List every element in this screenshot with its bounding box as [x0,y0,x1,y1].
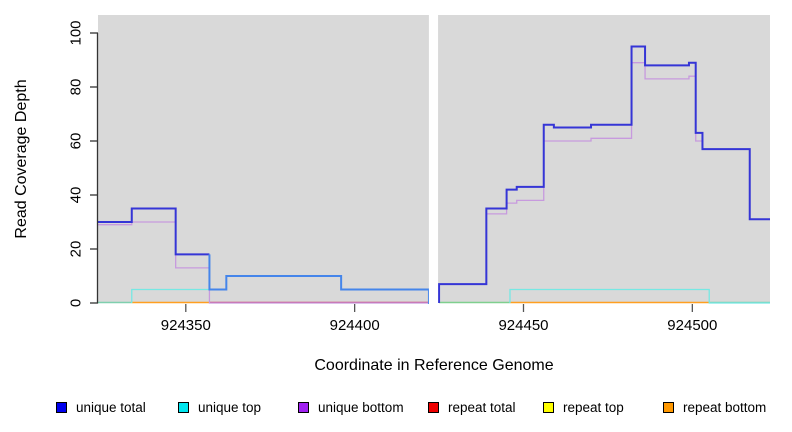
legend-label: unique total [76,399,146,415]
legend-swatch [428,401,439,413]
legend-label: repeat bottom [683,399,767,415]
y-tick-label: 100 [67,20,85,46]
chart-legend: unique total unique top unique bottom repea… [0,398,792,420]
x-tick-label: 924450 [498,317,549,334]
legend-swatch [178,401,189,413]
legend-label: repeat top [563,399,624,415]
y-axis-title: Read Coverage Depth [13,79,30,239]
y-tick-label: 80 [67,78,85,96]
y-tick-label: 40 [67,186,85,204]
legend-item-repeat-top: repeat top [543,398,624,416]
legend-swatch [543,401,554,413]
x-tick-label: 924400 [329,317,380,334]
unique-total-line [438,45,770,303]
y-tick-label: 0 [67,298,85,308]
legend-item-repeat-total: repeat total [428,398,516,416]
legend-label: repeat total [448,399,516,415]
legend-label: unique top [198,399,262,415]
masked-region [428,15,439,304]
y-tick-label: 60 [67,132,85,150]
x-axis-title: Coordinate in Reference Genome [314,357,554,374]
y-tick-label: 20 [67,240,85,258]
legend-item-unique-top: unique top [178,398,261,416]
x-tick-label: 924500 [667,317,718,334]
unique-total-line [98,207,210,256]
legend-label: unique bottom [318,399,404,415]
legend-item-repeat-bottom: repeat bottom [663,398,766,416]
x-tick-label: 924350 [160,317,211,334]
legend-item-unique-bottom: unique bottom [298,398,404,416]
unique-top-line [509,288,770,304]
legend-swatch [56,401,67,413]
legend-swatch [663,401,674,413]
legend-item-unique-total: unique total [56,398,146,416]
legend-swatch [298,401,309,413]
